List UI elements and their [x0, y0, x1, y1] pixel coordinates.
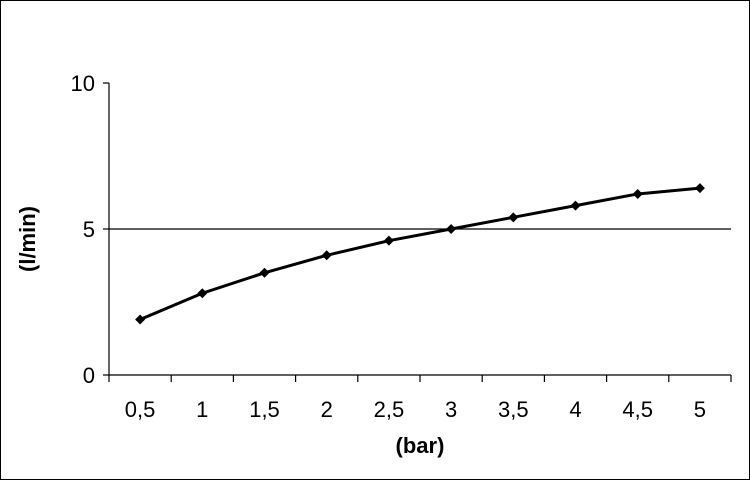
data-point-marker [694, 183, 705, 194]
data-point-marker [632, 188, 643, 199]
data-point-marker [570, 200, 581, 211]
y-tick-label: 10 [71, 71, 95, 96]
x-axis-title: (bar) [396, 433, 445, 458]
x-tick-label: 4 [569, 397, 581, 422]
data-point-marker [321, 250, 332, 261]
x-tick-label: 4,5 [622, 397, 653, 422]
x-tick-label: 5 [694, 397, 706, 422]
x-tick-label: 2 [321, 397, 333, 422]
y-tick-label: 0 [83, 363, 95, 388]
y-tick-label: 5 [83, 217, 95, 242]
x-tick-label: 3 [445, 397, 457, 422]
x-tick-label: 1,5 [249, 397, 280, 422]
data-point-marker [446, 224, 457, 234]
x-tick-label: 0,5 [125, 397, 156, 422]
data-point-marker [259, 267, 270, 278]
x-tick-label: 1 [196, 397, 208, 422]
y-axis-title: (l/min) [15, 206, 40, 272]
data-point-marker [383, 235, 394, 246]
series-layer [135, 183, 705, 325]
x-tick-label: 2,5 [374, 397, 405, 422]
series-line [139, 186, 701, 321]
x-tick-label: 3,5 [498, 397, 529, 422]
ticks-layer: 0 5 10 0,5 1 1,5 2 2,5 3 3,5 4 4,5 5 [71, 71, 732, 422]
data-point-marker [197, 288, 208, 299]
data-point-marker [135, 314, 146, 325]
data-point-marker [508, 212, 519, 223]
